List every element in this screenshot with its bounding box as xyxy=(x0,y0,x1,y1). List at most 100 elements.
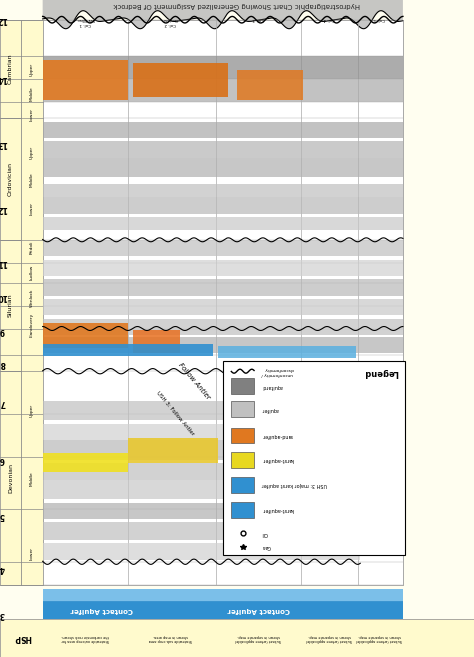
Text: Col. 2
Central: Col. 2 Central xyxy=(163,17,178,26)
Bar xyxy=(133,63,228,97)
Bar xyxy=(231,428,254,443)
Bar xyxy=(231,378,254,394)
Text: Hydrostratigraphic Chart Showing Generalized Assignment Of Bedrock: Hydrostratigraphic Chart Showing General… xyxy=(114,2,360,8)
Bar xyxy=(0,118,21,240)
Text: USH 3: Follow Antler: USH 3: Follow Antler xyxy=(155,391,195,437)
Bar xyxy=(43,141,403,158)
Bar xyxy=(231,401,254,417)
Text: Col. 3: Col. 3 xyxy=(253,17,264,21)
Text: Contact Aquifer: Contact Aquifer xyxy=(227,607,290,614)
Text: 5: 5 xyxy=(0,511,5,520)
Bar xyxy=(231,477,254,493)
Bar xyxy=(43,299,403,315)
Bar xyxy=(43,158,403,177)
Bar xyxy=(43,279,403,296)
Bar xyxy=(43,522,360,540)
Bar xyxy=(43,602,403,619)
Bar xyxy=(43,319,403,335)
Bar xyxy=(43,60,128,100)
Bar xyxy=(43,344,213,356)
Bar xyxy=(128,438,218,463)
Bar xyxy=(43,323,128,348)
Bar xyxy=(43,79,403,102)
Text: Subset (where applicable)
shown in separate map.: Subset (where applicable) shown in separ… xyxy=(235,633,282,643)
Text: Gas: Gas xyxy=(262,544,271,549)
Text: Lower: Lower xyxy=(30,108,34,122)
Text: Col. 1
SW Wisc.: Col. 1 SW Wisc. xyxy=(76,17,95,26)
Bar xyxy=(231,502,254,518)
Bar xyxy=(237,70,303,100)
Text: 4: 4 xyxy=(0,564,5,573)
Text: Devonian: Devonian xyxy=(8,463,13,493)
Text: Oil: Oil xyxy=(262,531,268,536)
Text: 10: 10 xyxy=(0,292,8,302)
Text: Ordovician: Ordovician xyxy=(8,162,13,196)
Bar xyxy=(43,260,403,276)
Text: Llandovery: Llandovery xyxy=(30,313,34,337)
Text: 3: 3 xyxy=(0,610,5,619)
Text: Contact Aquifer: Contact Aquifer xyxy=(71,607,133,614)
Text: 12: 12 xyxy=(0,204,8,214)
Bar xyxy=(43,480,360,499)
Bar xyxy=(43,56,403,79)
Text: 14: 14 xyxy=(0,74,8,83)
Text: 8: 8 xyxy=(0,359,5,368)
Text: Statewide outcrop area for
the carbonate rock shown.: Statewide outcrop area for the carbonate… xyxy=(62,633,109,643)
Text: Upper: Upper xyxy=(30,146,34,159)
Text: Middle: Middle xyxy=(30,86,34,101)
Text: Upper: Upper xyxy=(30,62,34,76)
Text: Col. 5: Col. 5 xyxy=(374,17,385,21)
Text: 6: 6 xyxy=(0,455,5,464)
Text: 12: 12 xyxy=(0,15,8,24)
Text: aquifer: aquifer xyxy=(262,407,279,412)
Bar xyxy=(43,217,403,230)
Text: aquitard: aquitard xyxy=(262,384,283,389)
Bar xyxy=(223,447,313,466)
Bar xyxy=(21,20,43,585)
Bar xyxy=(43,122,403,138)
Text: 7: 7 xyxy=(0,397,5,407)
Bar xyxy=(223,361,405,555)
Text: Wenlock: Wenlock xyxy=(30,289,34,307)
Bar xyxy=(43,337,403,353)
Bar xyxy=(43,463,360,480)
Text: karst-aquifer: karst-aquifer xyxy=(262,457,293,463)
Text: Silurian: Silurian xyxy=(8,294,13,317)
Text: Lower: Lower xyxy=(30,202,34,215)
Text: unconformity /
disconformity: unconformity / disconformity xyxy=(262,367,293,376)
Text: Subset (where applicable)
shown in separate map.: Subset (where applicable) shown in separ… xyxy=(356,633,402,643)
Text: Middle: Middle xyxy=(30,172,34,187)
Text: 9: 9 xyxy=(0,326,5,335)
Bar xyxy=(231,452,254,468)
Text: 13: 13 xyxy=(0,139,8,148)
Bar xyxy=(133,330,180,353)
Bar xyxy=(43,453,128,472)
Bar xyxy=(0,371,21,585)
Bar xyxy=(43,503,360,519)
Bar xyxy=(43,20,403,585)
Bar xyxy=(43,424,360,440)
Bar xyxy=(43,197,403,214)
Text: HSP: HSP xyxy=(13,633,31,643)
Bar xyxy=(0,240,21,371)
Text: karst-aquifer: karst-aquifer xyxy=(262,507,293,512)
Text: Middle: Middle xyxy=(30,471,34,486)
Bar xyxy=(43,184,403,197)
Text: USH 3: major karst aquifer: USH 3: major karst aquifer xyxy=(262,482,327,487)
Text: Upper: Upper xyxy=(30,404,34,417)
Text: Statewide sub-crop area
shown in map area.: Statewide sub-crop area shown in map are… xyxy=(149,633,192,643)
Text: 11: 11 xyxy=(0,258,8,267)
Bar xyxy=(43,401,360,420)
Text: Col. 4: Col. 4 xyxy=(324,17,335,21)
Bar xyxy=(43,440,360,460)
Bar xyxy=(43,543,360,560)
Bar xyxy=(218,346,356,358)
Bar xyxy=(43,589,403,601)
Text: sand-aquifer: sand-aquifer xyxy=(262,433,292,438)
Bar xyxy=(0,20,21,118)
Text: Follow Antler: Follow Antler xyxy=(177,361,211,401)
Text: Subset (where applicable)
shown in separate map.: Subset (where applicable) shown in separ… xyxy=(306,633,353,643)
Text: Cambrian: Cambrian xyxy=(8,54,13,84)
Text: Ludlow: Ludlow xyxy=(30,265,34,281)
Text: Pridoli: Pridoli xyxy=(30,240,34,254)
